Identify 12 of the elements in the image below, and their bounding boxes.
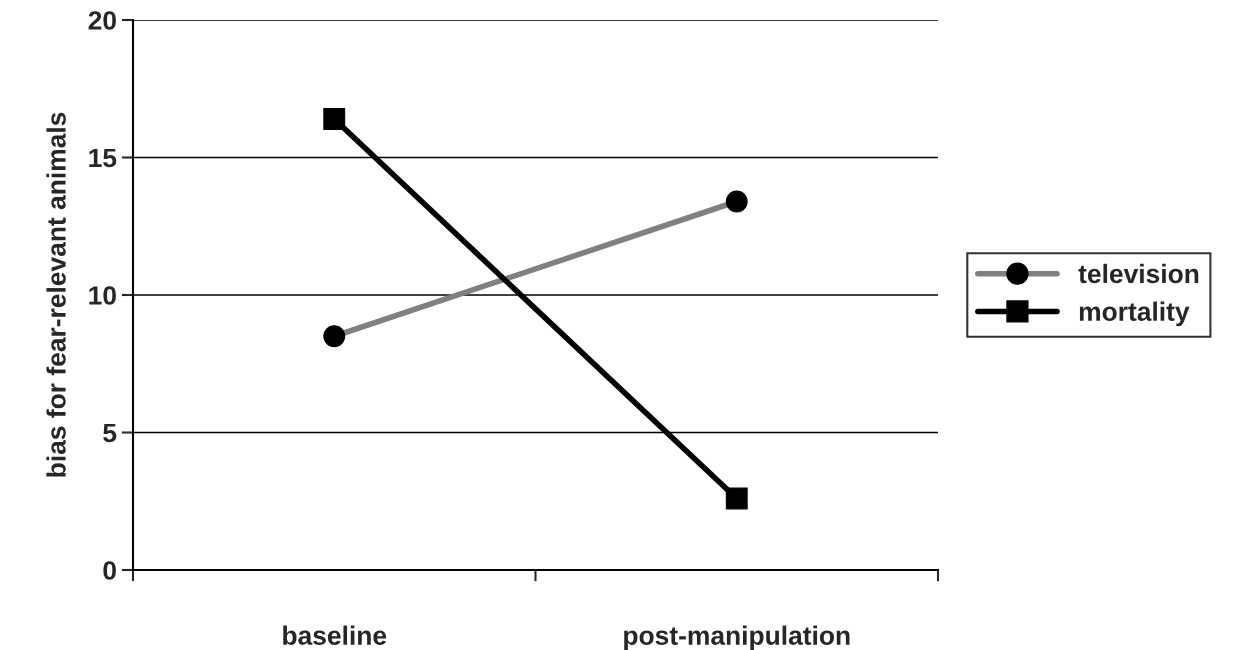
legend-label: mortality — [1079, 301, 1190, 327]
legend-label: television — [1078, 263, 1199, 284]
point — [725, 487, 748, 510]
x-tick-label: baseline — [283, 625, 387, 645]
y-tick-label: 10 — [89, 286, 116, 305]
y-tick-label: 20 — [88, 11, 116, 30]
y-tick-label: 0 — [103, 561, 116, 580]
y-tick-label: 15 — [89, 148, 117, 168]
point — [323, 108, 346, 130]
x-tick-label: post-manipulation — [624, 625, 850, 650]
y-tick-label: 5 — [103, 423, 117, 443]
y-axis-title: bias for fear-relevant animals — [46, 112, 66, 477]
